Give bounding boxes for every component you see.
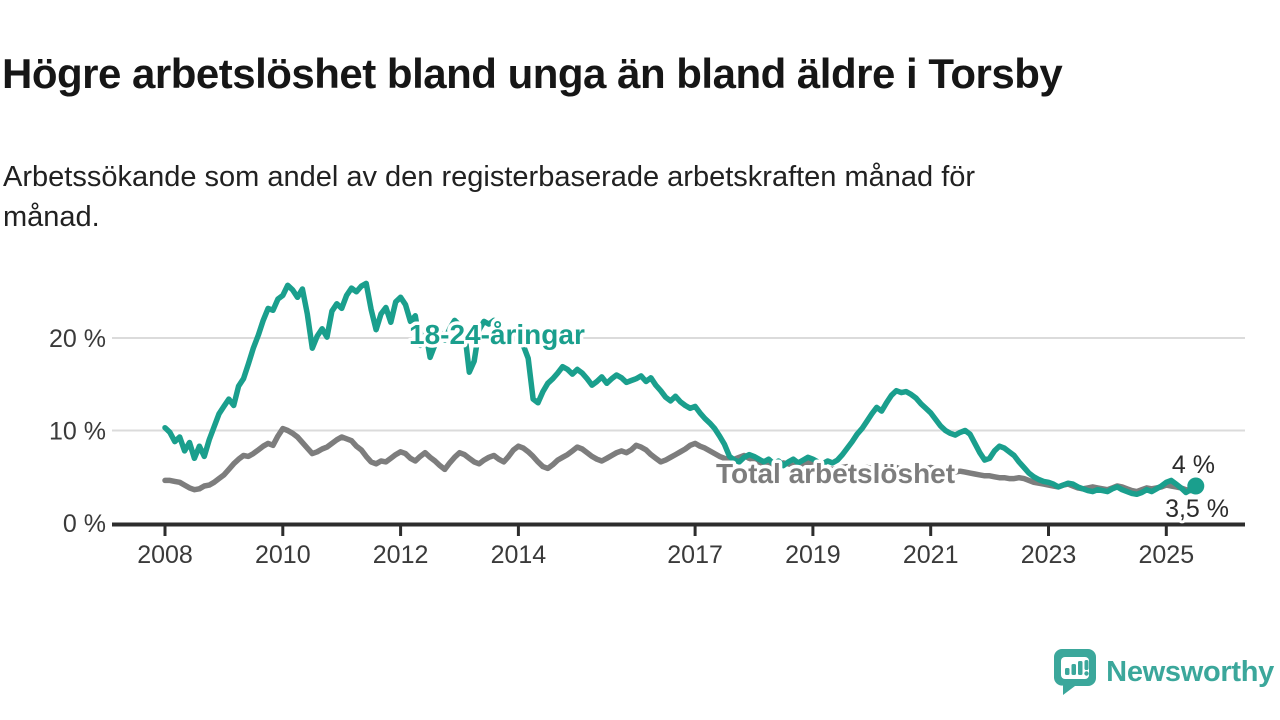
series-label-young: 18-24-åringar [409, 319, 585, 350]
newsworthy-logo-text: Newsworthy [1106, 655, 1274, 688]
series-line-total [162, 425, 1199, 495]
x-tick-label: 2012 [373, 541, 429, 569]
series-end-dot [1187, 477, 1205, 495]
logo-exclamation-dot [1084, 671, 1089, 676]
x-tick-label: 2010 [255, 541, 311, 569]
page-subtitle: Arbetssökande som andel av den registerb… [3, 161, 976, 234]
x-tick-label: 2014 [491, 541, 547, 569]
y-tick-label: 0 % [63, 510, 106, 538]
y-tick-label: 20 % [49, 325, 106, 353]
x-tick-label: 2025 [1138, 541, 1194, 569]
logo-exclamation-bar [1084, 660, 1089, 670]
logo-bar-small [1065, 668, 1070, 675]
y-tick-label: 10 % [49, 418, 106, 446]
newsworthy-logo: Newsworthy [1053, 648, 1274, 696]
x-tick-label: 2021 [903, 541, 959, 569]
x-tick-label: 2017 [667, 541, 723, 569]
logo-bar-tall [1078, 661, 1083, 675]
end-value-label-young: 4 % [1172, 451, 1215, 479]
page-title: Högre arbetslöshet bland unga än bland ä… [2, 50, 1063, 98]
series-label-total: Total arbetslöshet [716, 458, 955, 489]
end-value-label-total: 3,5 % [1165, 495, 1229, 523]
x-tick-label: 2023 [1021, 541, 1077, 569]
logo-bar-medium [1071, 664, 1077, 675]
series-line-young [162, 280, 1199, 498]
x-tick-label: 2008 [137, 541, 193, 569]
x-tick-label: 2019 [785, 541, 841, 569]
newsworthy-logo-icon [1054, 649, 1097, 695]
